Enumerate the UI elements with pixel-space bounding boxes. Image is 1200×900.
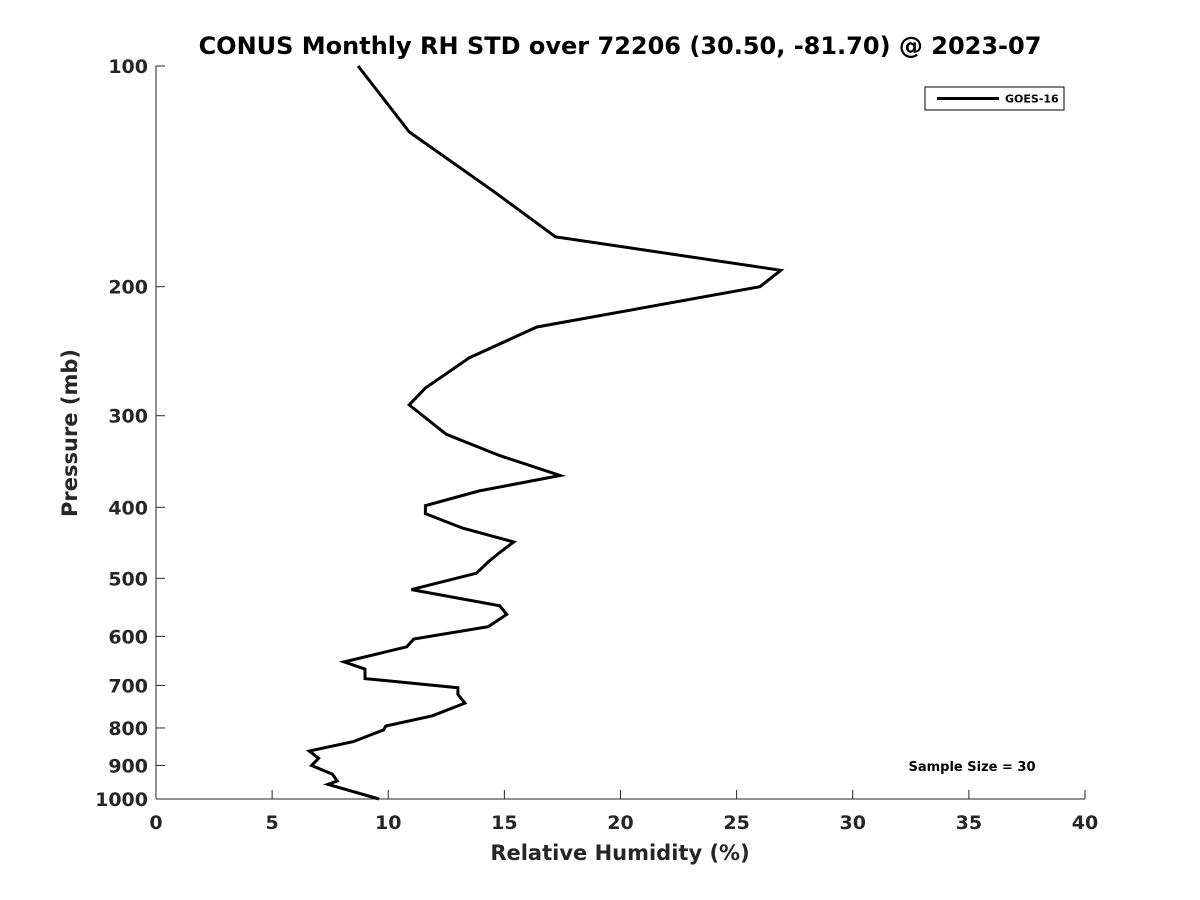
y-tick-label: 900 (108, 755, 148, 777)
chart-title: CONUS Monthly RH STD over 72206 (30.50, … (199, 32, 1042, 60)
series-lines (305, 65, 785, 801)
y-tick-label: 100 (108, 56, 148, 78)
y-axis-label: Pressure (mb) (58, 349, 82, 517)
legend: GOES-16 (924, 86, 1065, 111)
y-tick-label: 300 (108, 406, 148, 428)
x-tick-label: 40 (1072, 812, 1098, 834)
x-tick-label: 10 (375, 812, 401, 834)
y-tick-label: 800 (108, 718, 148, 740)
x-tick-label: 25 (723, 812, 749, 834)
x-tick-label: 35 (956, 812, 982, 834)
x-tick-label: 30 (840, 812, 866, 834)
legend-series-label: GOES-16 (1005, 93, 1059, 106)
x-axis-label: Relative Humidity (%) (490, 841, 749, 865)
series-line-goes-16 (305, 65, 785, 801)
x-tick-label: 5 (266, 812, 279, 834)
y-tick-label: 1000 (95, 789, 148, 811)
x-tick-label: 0 (149, 812, 162, 834)
y-tick-label: 700 (108, 675, 148, 697)
y-tick-label: 600 (108, 626, 148, 648)
y-tick-label: 500 (108, 568, 148, 590)
y-axis-ticks: 100 200 300 400 500 600 700 800 900 1000 (95, 56, 165, 811)
x-tick-label: 15 (491, 812, 517, 834)
x-tick-label: 20 (607, 812, 633, 834)
y-tick-label: 200 (108, 277, 148, 299)
y-tick-label: 400 (108, 497, 148, 519)
sample-size-annotation: Sample Size = 30 (908, 760, 1035, 775)
x-axis-ticks: 0 5 10 15 20 25 30 35 40 (149, 790, 1098, 834)
